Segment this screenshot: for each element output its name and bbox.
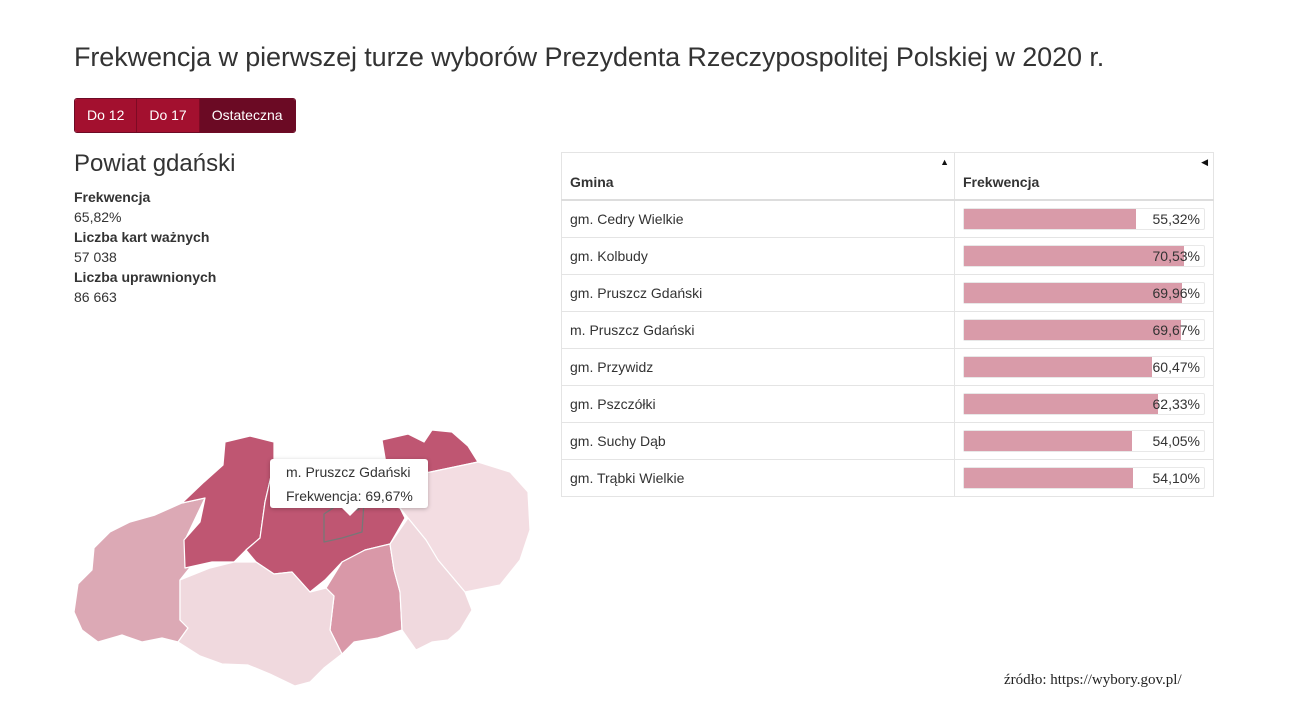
- turnout-bar-fill: [964, 283, 1183, 303]
- sort-up-icon[interactable]: ▲: [940, 157, 949, 167]
- gmina-name: m. Pruszcz Gdański: [561, 311, 955, 349]
- turnout-value: 69,67%: [1152, 322, 1200, 338]
- turnout-bar-fill: [964, 209, 1137, 229]
- column-header-frekwencja-label: Frekwencja: [963, 174, 1040, 190]
- table-header-row: Gmina ▲ Frekwencja ◀: [561, 152, 1214, 201]
- turnout-bar-fill: [964, 320, 1182, 340]
- frekwencja-cell: 70,53%: [954, 237, 1214, 275]
- turnout-value: 54,10%: [1152, 470, 1200, 486]
- turnout-bar: 70,53%: [963, 245, 1205, 267]
- map-tooltip: m. Pruszcz Gdański Frekwencja: 69,67%: [270, 459, 428, 516]
- turnout-bar-fill: [964, 431, 1133, 451]
- frekwencja-cell: 54,05%: [954, 422, 1214, 460]
- turnout-bar-fill: [964, 394, 1159, 414]
- gmina-name: gm. Suchy Dąb: [561, 422, 955, 460]
- sort-left-icon[interactable]: ◀: [1201, 157, 1208, 167]
- gmina-name: gm. Pruszcz Gdański: [561, 274, 955, 312]
- turnout-value: 55,32%: [1152, 211, 1200, 227]
- table-body: gm. Cedry Wielkie 55,32% gm. Kolbudy 70,53%…: [561, 199, 1214, 497]
- turnout-bar: 54,10%: [963, 467, 1205, 489]
- table-row[interactable]: gm. Kolbudy 70,53%: [561, 237, 1214, 275]
- frekwencja-cell: 69,67%: [954, 311, 1214, 349]
- frekwencja-cell: 54,10%: [954, 459, 1214, 497]
- turnout-value: 69,96%: [1152, 285, 1200, 301]
- stat-label-uprawnieni: Liczba uprawnionych: [74, 269, 217, 285]
- tab-bar: Do 12 Do 17 Ostateczna: [74, 98, 296, 133]
- gmina-name: gm. Przywidz: [561, 348, 955, 386]
- turnout-value: 54,05%: [1152, 433, 1200, 449]
- turnout-bar-fill: [964, 468, 1133, 488]
- source-note: źródło: https://wybory.gov.pl/: [1004, 672, 1182, 688]
- map-region-trabki[interactable]: [177, 561, 343, 687]
- column-header-gmina[interactable]: Gmina ▲: [561, 152, 955, 201]
- stat-value-karty: 57 038: [74, 249, 117, 265]
- turnout-bar-fill: [964, 357, 1153, 377]
- table-row[interactable]: gm. Cedry Wielkie 55,32%: [561, 199, 1214, 238]
- frekwencja-cell: 62,33%: [954, 385, 1214, 423]
- stat-value-uprawnieni: 86 663: [74, 289, 117, 305]
- turnout-bar: 54,05%: [963, 430, 1205, 452]
- results-table: Gmina ▲ Frekwencja ◀ gm. Cedry Wielkie 55…: [561, 152, 1214, 497]
- table-row[interactable]: gm. Pruszcz Gdański 69,96%: [561, 274, 1214, 312]
- map-region-south-east[interactable]: [389, 517, 473, 651]
- turnout-bar: 60,47%: [963, 356, 1205, 378]
- tab-ostateczna[interactable]: Ostateczna: [199, 99, 295, 132]
- turnout-value: 60,47%: [1152, 359, 1200, 375]
- stat-label-frekwencja: Frekwencja: [74, 189, 151, 205]
- turnout-bar: 62,33%: [963, 393, 1205, 415]
- stat-label-karty: Liczba kart ważnych: [74, 229, 210, 245]
- frekwencja-cell: 60,47%: [954, 348, 1214, 386]
- table-row[interactable]: gm. Pszczółki 62,33%: [561, 385, 1214, 423]
- frekwencja-cell: 69,96%: [954, 274, 1214, 312]
- table-row[interactable]: gm. Suchy Dąb 54,05%: [561, 422, 1214, 460]
- turnout-value: 70,53%: [1152, 248, 1200, 264]
- gmina-name: gm. Cedry Wielkie: [561, 199, 955, 238]
- table-row[interactable]: gm. Trąbki Wielkie 54,10%: [561, 459, 1214, 497]
- stat-value-frekwencja: 65,82%: [74, 209, 122, 225]
- map-region-przywidz[interactable]: [73, 497, 206, 643]
- turnout-bar: 69,96%: [963, 282, 1205, 304]
- turnout-value: 62,33%: [1152, 396, 1200, 412]
- tab-do-12[interactable]: Do 12: [75, 99, 138, 132]
- gmina-name: gm. Pszczółki: [561, 385, 955, 423]
- gmina-name: gm. Kolbudy: [561, 237, 955, 275]
- region-summary: Powiat gdański Frekwencja 65,82% Liczba …: [74, 150, 374, 307]
- tooltip-arrow: [342, 508, 358, 516]
- tooltip-name: m. Pruszcz Gdański: [286, 464, 411, 480]
- turnout-bar: 69,67%: [963, 319, 1205, 341]
- turnout-bar: 55,32%: [963, 208, 1205, 230]
- gmina-name: gm. Trąbki Wielkie: [561, 459, 955, 497]
- frekwencja-cell: 55,32%: [954, 199, 1214, 238]
- table-row[interactable]: gm. Przywidz 60,47%: [561, 348, 1214, 386]
- column-header-gmina-label: Gmina: [570, 174, 614, 190]
- tooltip-value: Frekwencja: 69,67%: [286, 488, 413, 504]
- region-title: Powiat gdański: [74, 150, 236, 177]
- turnout-bar-fill: [964, 246, 1184, 266]
- page-title: Frekwencja w pierwszej turze wyborów Pre…: [74, 42, 1105, 72]
- table-row[interactable]: m. Pruszcz Gdański 69,67%: [561, 311, 1214, 349]
- column-header-frekwencja[interactable]: Frekwencja ◀: [954, 152, 1214, 201]
- tab-do-17[interactable]: Do 17: [137, 99, 200, 132]
